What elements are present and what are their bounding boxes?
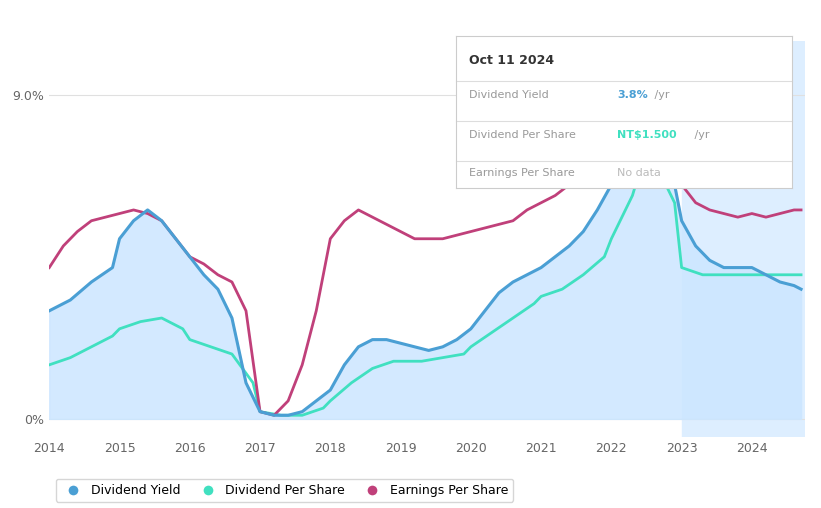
Text: Earnings Per Share: Earnings Per Share xyxy=(469,168,575,178)
Text: Past: Past xyxy=(687,90,713,103)
Text: NT$1.500: NT$1.500 xyxy=(617,130,677,140)
Text: 3.8%: 3.8% xyxy=(617,90,648,101)
Text: /yr: /yr xyxy=(651,90,669,101)
Bar xyxy=(681,41,805,437)
Text: Oct 11 2024: Oct 11 2024 xyxy=(469,54,554,67)
Legend: Dividend Yield, Dividend Per Share, Earnings Per Share: Dividend Yield, Dividend Per Share, Earn… xyxy=(56,479,513,502)
Text: Dividend Per Share: Dividend Per Share xyxy=(469,130,576,140)
Text: Dividend Yield: Dividend Yield xyxy=(469,90,549,101)
Text: No data: No data xyxy=(617,168,661,178)
Text: /yr: /yr xyxy=(691,130,710,140)
